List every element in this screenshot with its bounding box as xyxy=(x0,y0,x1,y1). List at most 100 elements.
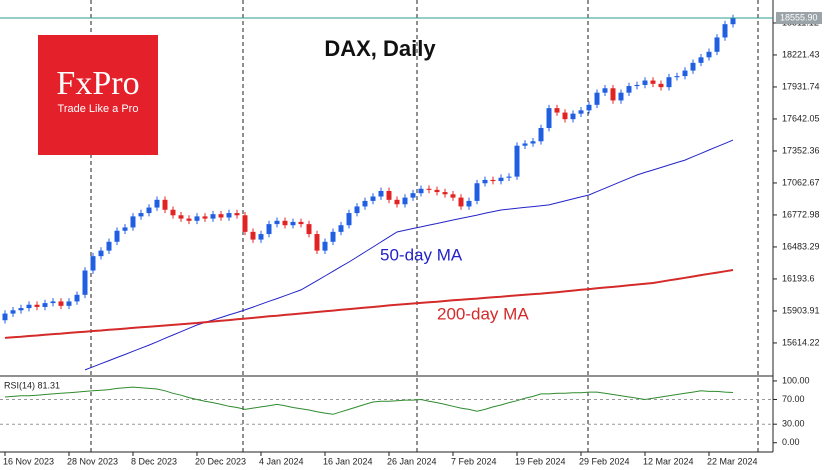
candle-body xyxy=(258,234,264,240)
candle-body xyxy=(194,216,200,221)
candle-body xyxy=(498,177,504,182)
candle-body xyxy=(50,301,56,304)
candle-body xyxy=(362,200,368,207)
moving-average xyxy=(4,269,734,339)
candle-body xyxy=(522,143,528,146)
x-tick-label: 29 Feb 2024 xyxy=(579,456,630,466)
candle-body xyxy=(234,213,240,216)
candle-body xyxy=(122,227,128,231)
candle-body xyxy=(186,218,192,221)
candle-body xyxy=(2,313,8,321)
candle-body xyxy=(58,301,64,306)
x-tick-label: 22 Mar 2024 xyxy=(707,456,758,466)
y-tick-label: 17062.67 xyxy=(782,177,820,187)
candle-body xyxy=(282,220,288,226)
y-tick-label: 0.00 xyxy=(782,437,800,447)
candle-body xyxy=(602,88,608,93)
candle-body xyxy=(330,231,336,242)
candle-body xyxy=(722,24,728,38)
current-price-box xyxy=(776,12,822,25)
x-tick-label: 20 Dec 2023 xyxy=(195,456,246,466)
candle-body xyxy=(682,70,688,77)
candle-body xyxy=(146,207,152,214)
logo-box xyxy=(38,35,158,155)
candle-body xyxy=(690,62,696,71)
candle-body xyxy=(218,214,224,218)
candle-body xyxy=(562,112,568,120)
y-tick-label: 16193.6 xyxy=(782,273,815,283)
y-tick-label: 17352.36 xyxy=(782,145,820,155)
candle-body xyxy=(610,88,616,101)
x-tick-label: 16 Nov 2023 xyxy=(3,456,54,466)
candle-body xyxy=(378,190,384,197)
y-tick-label: 16772.98 xyxy=(782,209,820,219)
candle-body xyxy=(570,113,576,120)
y-tick-label: 17642.05 xyxy=(782,113,820,123)
candle-body xyxy=(506,176,512,178)
candle-body xyxy=(250,231,256,240)
logo-tagline: Trade Like a Pro xyxy=(58,103,139,115)
rsi-line xyxy=(4,386,734,415)
candle-body xyxy=(482,179,488,184)
y-tick-label: 15614.22 xyxy=(782,337,820,347)
candle-body xyxy=(426,188,432,190)
candle-body xyxy=(242,215,248,232)
x-tick-label: 19 Feb 2024 xyxy=(515,456,566,466)
candle-body xyxy=(74,294,80,302)
x-tick-label: 12 Mar 2024 xyxy=(643,456,694,466)
candle-body xyxy=(714,37,720,52)
candle-body xyxy=(594,92,600,105)
candle-body xyxy=(346,213,352,226)
candle-body xyxy=(578,110,584,114)
candle-body xyxy=(162,199,168,210)
x-tick-label: 26 Jan 2024 xyxy=(387,456,437,466)
candle-body xyxy=(314,234,320,251)
candle-body xyxy=(538,128,544,142)
rsi-title: RSI(14) 81.31 xyxy=(4,380,60,390)
x-tick-label: 4 Jan 2024 xyxy=(259,456,304,466)
x-tick-label: 28 Nov 2023 xyxy=(67,456,118,466)
candle-body xyxy=(642,80,648,85)
candle-body xyxy=(202,216,208,219)
candle-body xyxy=(322,241,328,251)
chart-title: DAX, Daily xyxy=(324,36,436,61)
candle-body xyxy=(10,310,16,314)
candle-body xyxy=(210,214,216,219)
candle-body xyxy=(458,197,464,207)
candle-body xyxy=(402,197,408,205)
candle-body xyxy=(370,196,376,201)
y-tick-label: 70.00 xyxy=(782,394,805,404)
candle-body xyxy=(154,199,160,208)
candle-body xyxy=(674,76,680,78)
candle-body xyxy=(98,250,104,257)
candle-body xyxy=(434,189,440,193)
candle-body xyxy=(338,225,344,232)
candle-body xyxy=(730,18,736,25)
y-tick-label: 100.00 xyxy=(782,375,810,385)
candle-body xyxy=(170,209,176,216)
candle-body xyxy=(450,194,456,198)
candle-body xyxy=(490,179,496,182)
candle-body xyxy=(706,51,712,58)
candle-body xyxy=(266,224,272,235)
candle-body xyxy=(290,221,296,226)
candle-body xyxy=(634,84,640,87)
candle-body xyxy=(698,57,704,63)
candle-body xyxy=(514,145,520,177)
candle-body xyxy=(306,224,312,235)
candle-body xyxy=(106,241,112,251)
candle-body xyxy=(178,215,184,219)
x-tick-label: 16 Jan 2024 xyxy=(323,456,373,466)
candle-body xyxy=(130,216,136,228)
candle-body xyxy=(386,190,392,200)
candle-body xyxy=(226,213,232,218)
candle-body xyxy=(90,256,96,271)
candle-body xyxy=(114,230,120,242)
candle-body xyxy=(530,141,536,144)
moving-average xyxy=(84,139,734,371)
candle-body xyxy=(586,104,592,111)
candle-body xyxy=(274,220,280,225)
ma-annotation: 50-day MA xyxy=(380,245,463,264)
x-tick-label: 8 Dec 2023 xyxy=(131,456,177,466)
current-price-label: 18555.90 xyxy=(780,12,818,22)
